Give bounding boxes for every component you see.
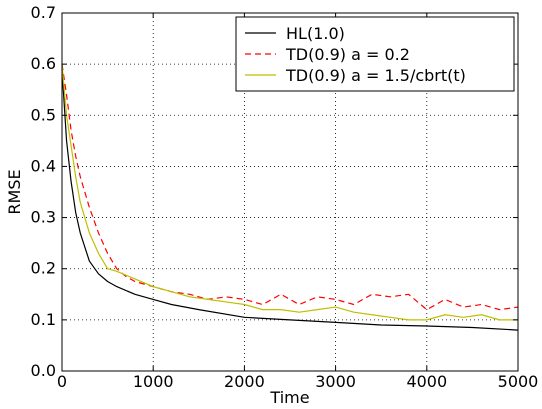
x-tick-label: 0 xyxy=(57,372,67,391)
y-tick-label: 0.1 xyxy=(31,310,56,329)
series-lines xyxy=(61,64,519,331)
series-line-3 xyxy=(61,64,518,321)
y-tick-label: 0.4 xyxy=(31,156,56,175)
y-tick-label: 0.6 xyxy=(31,54,56,73)
y-tick-label: 0.5 xyxy=(31,105,56,124)
x-axis-label: Time xyxy=(269,388,309,407)
y-axis-label: RMSE xyxy=(5,169,24,214)
y-tick-label: 0.2 xyxy=(31,259,56,278)
y-tick-label: 0.7 xyxy=(31,3,56,22)
x-tick-label: 1000 xyxy=(133,372,174,391)
legend-box xyxy=(235,16,515,92)
legend-label-3: TD(0.9) a = 1.5/cbrt(t) xyxy=(285,66,466,85)
gridlines xyxy=(61,12,519,372)
legend-label-1: HL(1.0) xyxy=(286,24,345,43)
y-tick-label: 0.3 xyxy=(31,208,56,227)
legend: HL(1.0) TD(0.9) a = 0.2 TD(0.9) a = 1.5/cb… xyxy=(235,16,515,92)
series-line-2 xyxy=(61,64,519,311)
x-tick-label: 2000 xyxy=(224,372,265,391)
y-tick-label: 0.0 xyxy=(31,361,56,380)
x-tick-label: 4000 xyxy=(406,372,447,391)
x-tick-label: 5000 xyxy=(498,372,539,391)
plot-area-frame xyxy=(61,12,519,372)
x-tick-label: 3000 xyxy=(315,372,356,391)
series-line-1 xyxy=(61,69,519,331)
axis-ticks: 0 1000 2000 3000 4000 5000 0.0 0.1 0.2 0.3 0.4 0.5 0… xyxy=(31,3,539,391)
legend-label-2: TD(0.9) a = 0.2 xyxy=(285,45,410,64)
